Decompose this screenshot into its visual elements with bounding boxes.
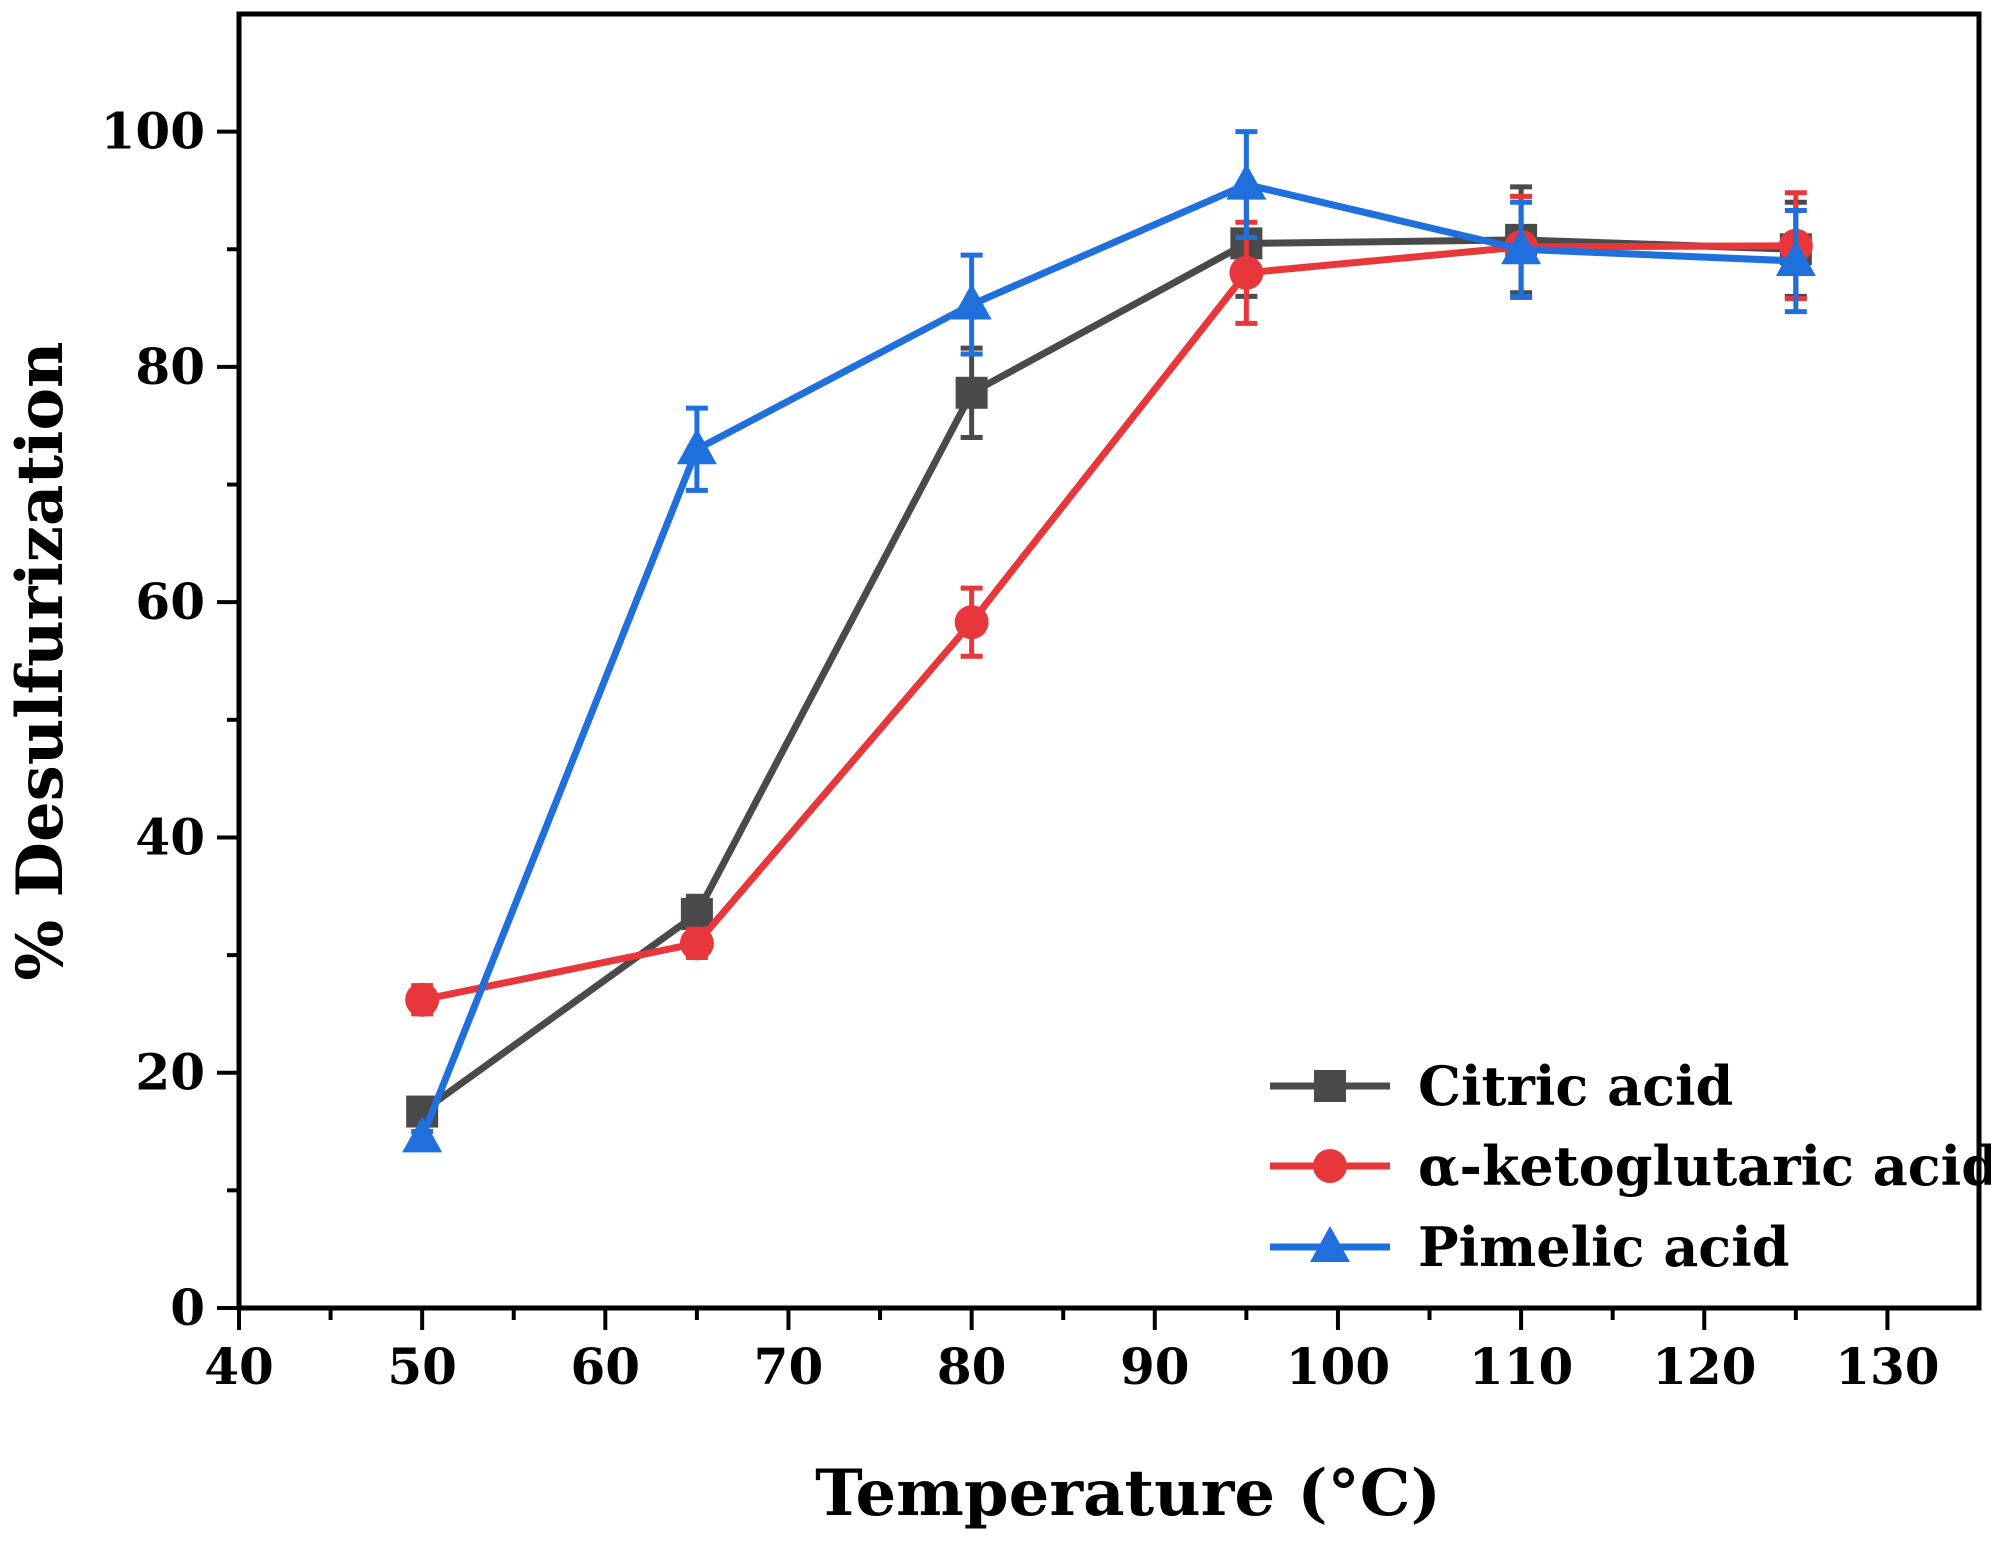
x-tick-label-110: 110 bbox=[1469, 1337, 1573, 1396]
plot-frame bbox=[236, 11, 1982, 1311]
series-line-citric-acid bbox=[420, 236, 1796, 1115]
data-point-ketoglutaric-acid-95 bbox=[1229, 255, 1264, 290]
legend-item-citric-acid: Citric acid bbox=[1270, 1054, 1733, 1118]
x-tick-label-100: 100 bbox=[1286, 1337, 1390, 1396]
x-tick-label-60: 60 bbox=[571, 1337, 641, 1396]
data-point-ketoglutaric-acid-65 bbox=[679, 926, 714, 961]
y-tick-label-20: 20 bbox=[135, 1043, 205, 1102]
legend-label-pimelic-acid: Pimelic acid bbox=[1418, 1215, 1789, 1279]
legend-marker-citric-acid bbox=[1314, 1070, 1346, 1102]
x-tick-label-130: 130 bbox=[1835, 1337, 1939, 1396]
y-axis-title: % Desulfurization bbox=[3, 341, 78, 980]
data-point-ketoglutaric-acid-80 bbox=[954, 605, 989, 640]
y-tick-label-80: 80 bbox=[135, 337, 205, 396]
y-tick-label-40: 40 bbox=[135, 807, 205, 866]
data-point-pimelic-acid-50 bbox=[402, 1116, 443, 1153]
y-tick-label-0: 0 bbox=[170, 1278, 205, 1337]
series-pimelic-acid bbox=[402, 129, 1816, 1153]
x-tick-label-120: 120 bbox=[1652, 1337, 1756, 1396]
x-tick-label-50: 50 bbox=[387, 1337, 457, 1396]
x-tick-label-80: 80 bbox=[937, 1337, 1007, 1396]
data-point-pimelic-acid-95 bbox=[1226, 163, 1267, 200]
axis-ticks bbox=[217, 129, 1890, 1330]
x-tick-label-40: 40 bbox=[204, 1337, 274, 1396]
data-series bbox=[402, 129, 1816, 1153]
legend-label-alpha-ketoglutaric-acid: α-ketoglutaric acid bbox=[1418, 1134, 1991, 1198]
legend-label-citric-acid: Citric acid bbox=[1418, 1054, 1733, 1118]
legend-marker-alpha-ketoglutaric-acid bbox=[1313, 1149, 1347, 1183]
data-point-ketoglutaric-acid-50 bbox=[405, 982, 440, 1017]
data-point-pimelic-acid-125 bbox=[1775, 240, 1816, 277]
data-point-pimelic-acid-65 bbox=[676, 428, 717, 465]
data-point-pimelic-acid-80 bbox=[951, 283, 992, 320]
x-tick-label-90: 90 bbox=[1120, 1337, 1190, 1396]
legend-item-pimelic-acid: Pimelic acid bbox=[1270, 1215, 1789, 1279]
data-point-pimelic-acid-110 bbox=[1501, 228, 1542, 265]
legend-item-alpha-ketoglutaric-acid: α-ketoglutaric acid bbox=[1270, 1134, 1991, 1198]
data-point-citric-acid-80 bbox=[955, 376, 988, 409]
y-tick-label-60: 60 bbox=[135, 572, 205, 631]
legend-marker-pimelic-acid bbox=[1310, 1226, 1350, 1262]
axis-tick-labels: 40 50 60 70 80 90 100 110 120 130 0 20 40 60 80 100 bbox=[101, 102, 1940, 1396]
x-tick-label-70: 70 bbox=[754, 1337, 824, 1396]
series-line-ketoglutaric-acid bbox=[421, 242, 1796, 1004]
x-axis-title: Temperature (°C) bbox=[815, 1456, 1441, 1531]
series-line-pimelic-acid bbox=[418, 181, 1796, 1139]
legend: Citric acid α-ketoglutaric acid Pimelic … bbox=[1270, 1054, 1991, 1279]
data-point-citric-acid-65 bbox=[680, 897, 713, 930]
y-tick-label-100: 100 bbox=[101, 102, 205, 161]
